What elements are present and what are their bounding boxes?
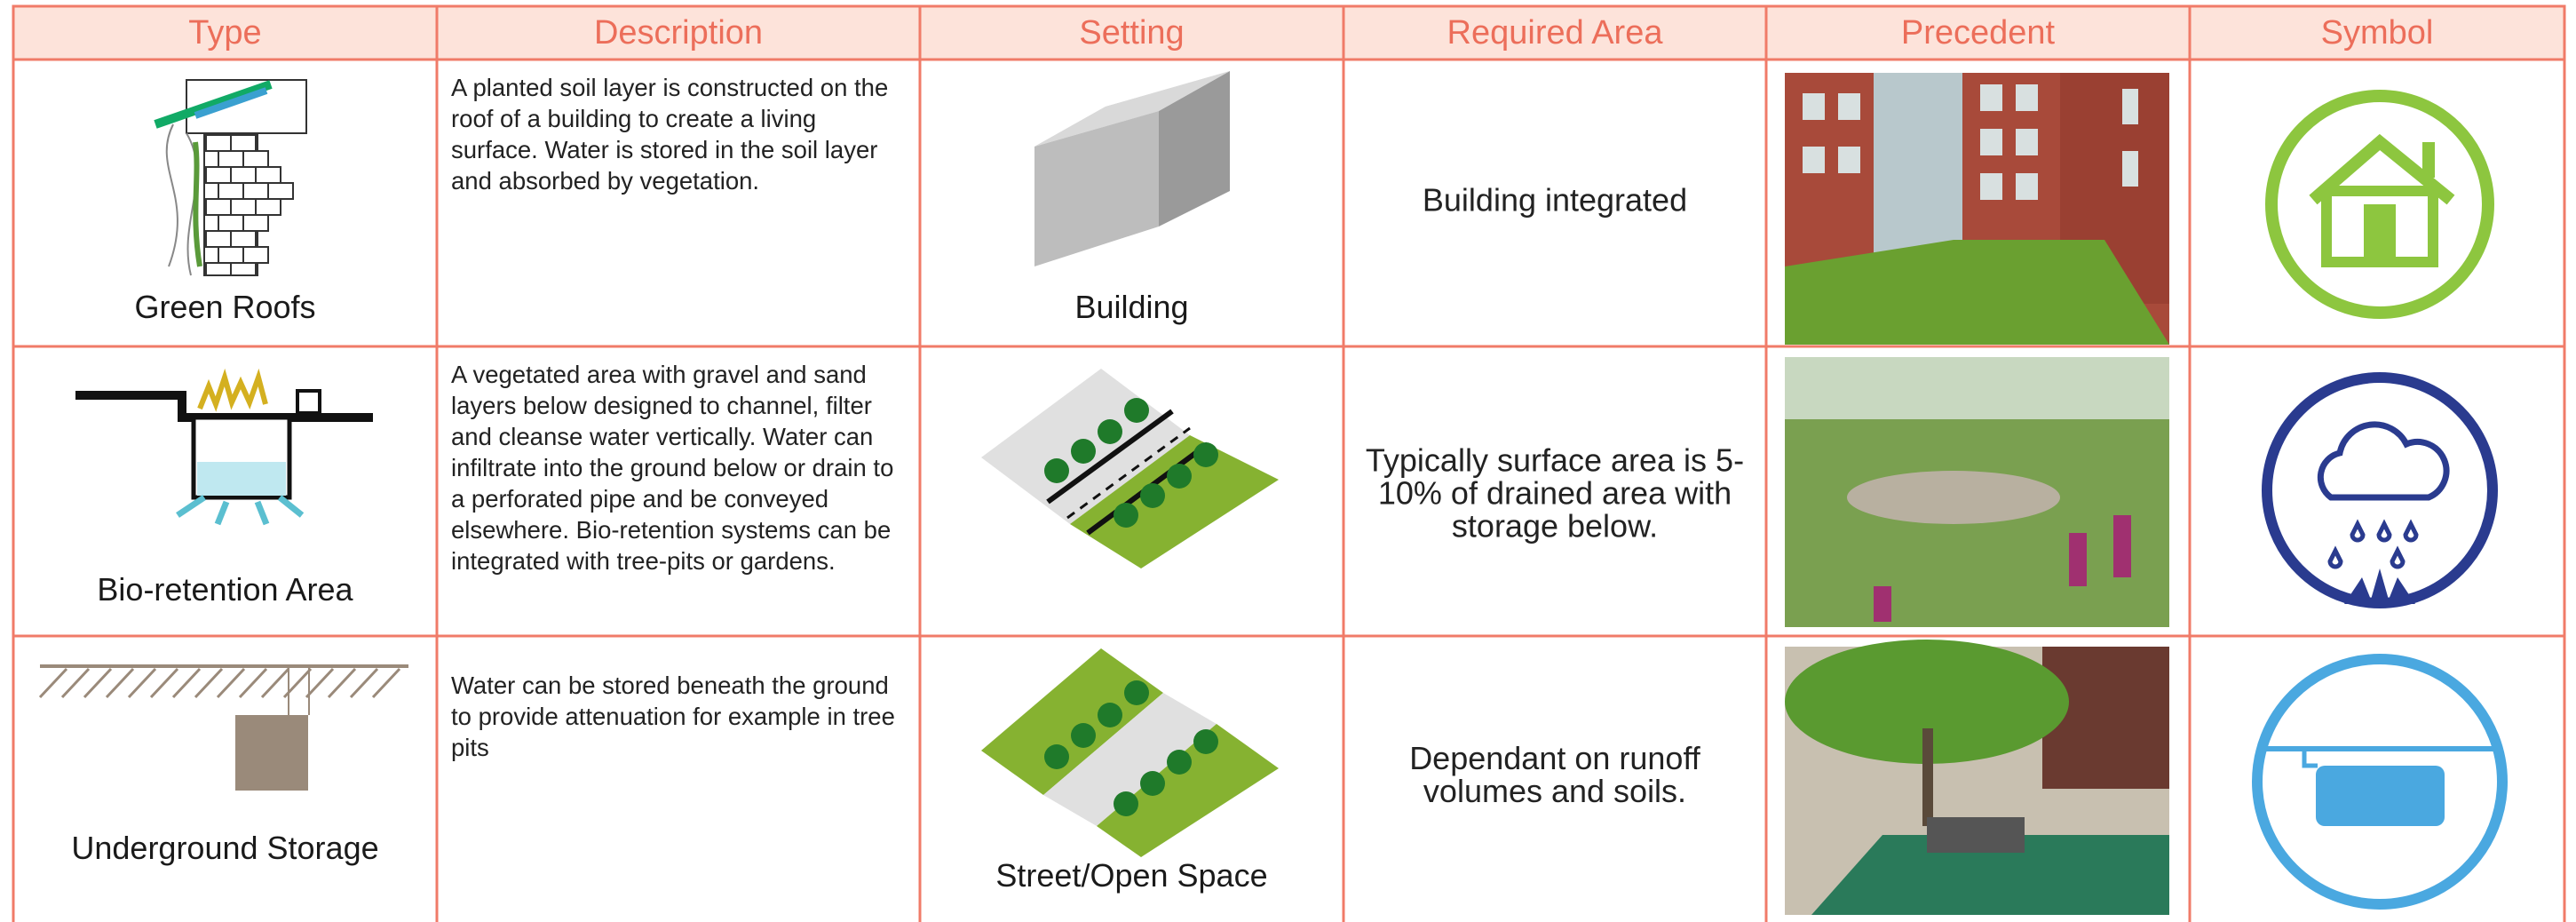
type-label: Green Roofs [134, 289, 316, 325]
storage-diagram [38, 664, 408, 791]
precedent-photo [1785, 73, 2169, 345]
description-cell: A planted soil layer is constructed on t… [437, 60, 920, 346]
header-cell: Description [593, 14, 764, 52]
setting-cell: Street/Open Space [920, 636, 1343, 922]
description-text: Water can be stored beneath the ground t… [451, 672, 895, 761]
house-symbol [2265, 90, 2494, 319]
rain-symbol [2262, 372, 2498, 608]
grid-lines [12, 4, 2566, 922]
green-roof-diagram [154, 79, 307, 276]
header-cell: Symbol [2320, 14, 2434, 52]
header-cell: Precedent [1900, 14, 2056, 52]
header-cell: Required Area [1447, 14, 1663, 52]
area-cell: Building integrated [1343, 60, 1766, 346]
building-setting [1034, 71, 1230, 266]
header-cell: Type [188, 14, 262, 52]
area-text: Building integrated [1422, 181, 1688, 219]
road-setting [981, 369, 1279, 568]
open-space-setting [981, 648, 1279, 857]
area-cell: Dependant on runoff volumes and soils. [1343, 636, 1766, 922]
area-cell: Typically surface area is 5-10% of drain… [1343, 346, 1766, 636]
description-text: A planted soil layer is constructed on t… [451, 74, 889, 195]
header-bg [13, 6, 2564, 60]
type-cell: Underground Storage [13, 636, 437, 922]
type-label: Underground Storage [71, 830, 379, 866]
setting-label: Building [1074, 289, 1189, 325]
type-cell: Bio-retention Area [13, 346, 437, 636]
setting-label: Street/Open Space [995, 857, 1268, 894]
description-text: A vegetated area with gravel and sand la… [451, 361, 894, 575]
setting-cell: Building [920, 60, 1343, 346]
type-cell: Green Roofs [13, 60, 437, 346]
description-cell: A vegetated area with gravel and sand la… [437, 346, 920, 636]
bioretention-diagram [75, 368, 373, 526]
description-cell: Water can be stored beneath the ground t… [437, 636, 920, 922]
header-cell: Setting [1079, 14, 1185, 52]
type-label: Bio-retention Area [97, 571, 353, 608]
area-text: Dependant on runoff volumes and soils. [1409, 740, 1700, 809]
area-text: Typically surface area is 5-10% of drain… [1365, 441, 1745, 544]
precedent-photo [1785, 357, 2169, 627]
tank-symbol [2252, 654, 2508, 910]
precedent-photo [1785, 640, 2169, 915]
